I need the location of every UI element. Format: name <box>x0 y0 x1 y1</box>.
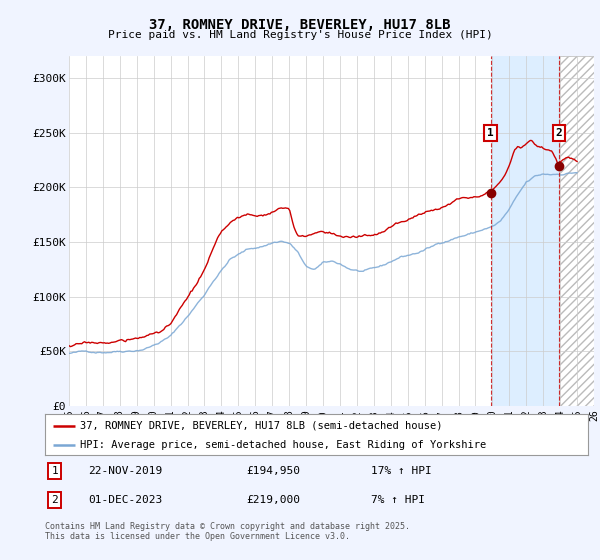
Bar <box>559 56 594 406</box>
Text: 17% ↑ HPI: 17% ↑ HPI <box>371 466 431 476</box>
Text: HPI: Average price, semi-detached house, East Riding of Yorkshire: HPI: Average price, semi-detached house,… <box>80 440 487 450</box>
Text: 22-NOV-2019: 22-NOV-2019 <box>88 466 163 476</box>
Text: Contains HM Land Registry data © Crown copyright and database right 2025.
This d: Contains HM Land Registry data © Crown c… <box>45 522 410 542</box>
Text: 2: 2 <box>52 495 58 505</box>
Bar <box>491 56 559 406</box>
Text: 1: 1 <box>487 128 494 138</box>
Text: 7% ↑ HPI: 7% ↑ HPI <box>371 495 425 505</box>
Text: 2: 2 <box>556 128 562 138</box>
Text: 1: 1 <box>52 466 58 476</box>
Text: Price paid vs. HM Land Registry's House Price Index (HPI): Price paid vs. HM Land Registry's House … <box>107 30 493 40</box>
Text: £194,950: £194,950 <box>246 466 300 476</box>
Text: £219,000: £219,000 <box>246 495 300 505</box>
Text: 37, ROMNEY DRIVE, BEVERLEY, HU17 8LB: 37, ROMNEY DRIVE, BEVERLEY, HU17 8LB <box>149 18 451 32</box>
Bar <box>559 56 594 406</box>
Bar <box>491 56 559 406</box>
Text: 01-DEC-2023: 01-DEC-2023 <box>88 495 163 505</box>
Text: 37, ROMNEY DRIVE, BEVERLEY, HU17 8LB (semi-detached house): 37, ROMNEY DRIVE, BEVERLEY, HU17 8LB (se… <box>80 421 443 431</box>
